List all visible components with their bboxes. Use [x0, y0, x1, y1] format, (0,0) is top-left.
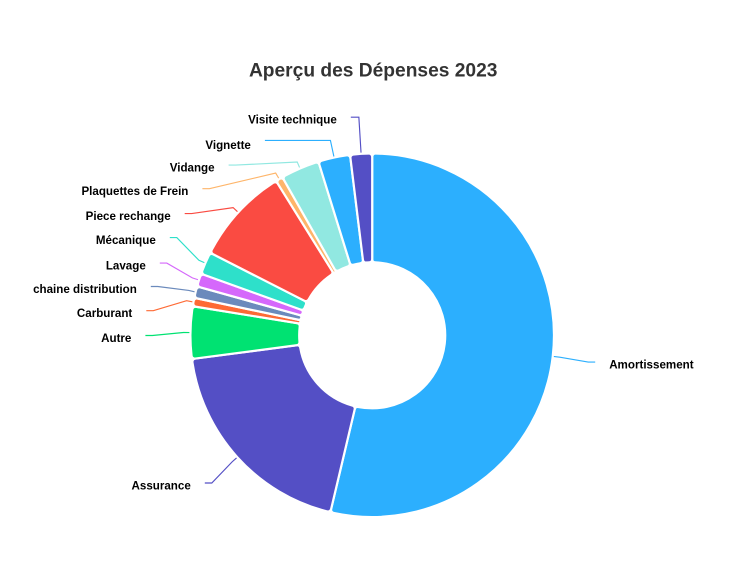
- svg-text:Vidange: Vidange: [170, 162, 215, 175]
- svg-text:Vignette: Vignette: [205, 139, 251, 152]
- svg-text:Lavage: Lavage: [106, 260, 147, 273]
- svg-text:Aperçu des Dépenses 2023: Aperçu des Dépenses 2023: [249, 60, 498, 81]
- svg-text:Carburant: Carburant: [77, 307, 133, 320]
- svg-text:Mécanique: Mécanique: [96, 234, 156, 247]
- svg-text:Piece rechange: Piece rechange: [86, 210, 172, 223]
- svg-text:chaine distribution: chaine distribution: [33, 283, 137, 296]
- svg-text:Plaquettes de Frein: Plaquettes de Frein: [81, 185, 188, 198]
- svg-text:Assurance: Assurance: [132, 480, 192, 493]
- svg-text:Autre: Autre: [101, 332, 132, 345]
- svg-text:Visite technique: Visite technique: [248, 114, 337, 127]
- svg-text:Amortissement: Amortissement: [609, 359, 694, 372]
